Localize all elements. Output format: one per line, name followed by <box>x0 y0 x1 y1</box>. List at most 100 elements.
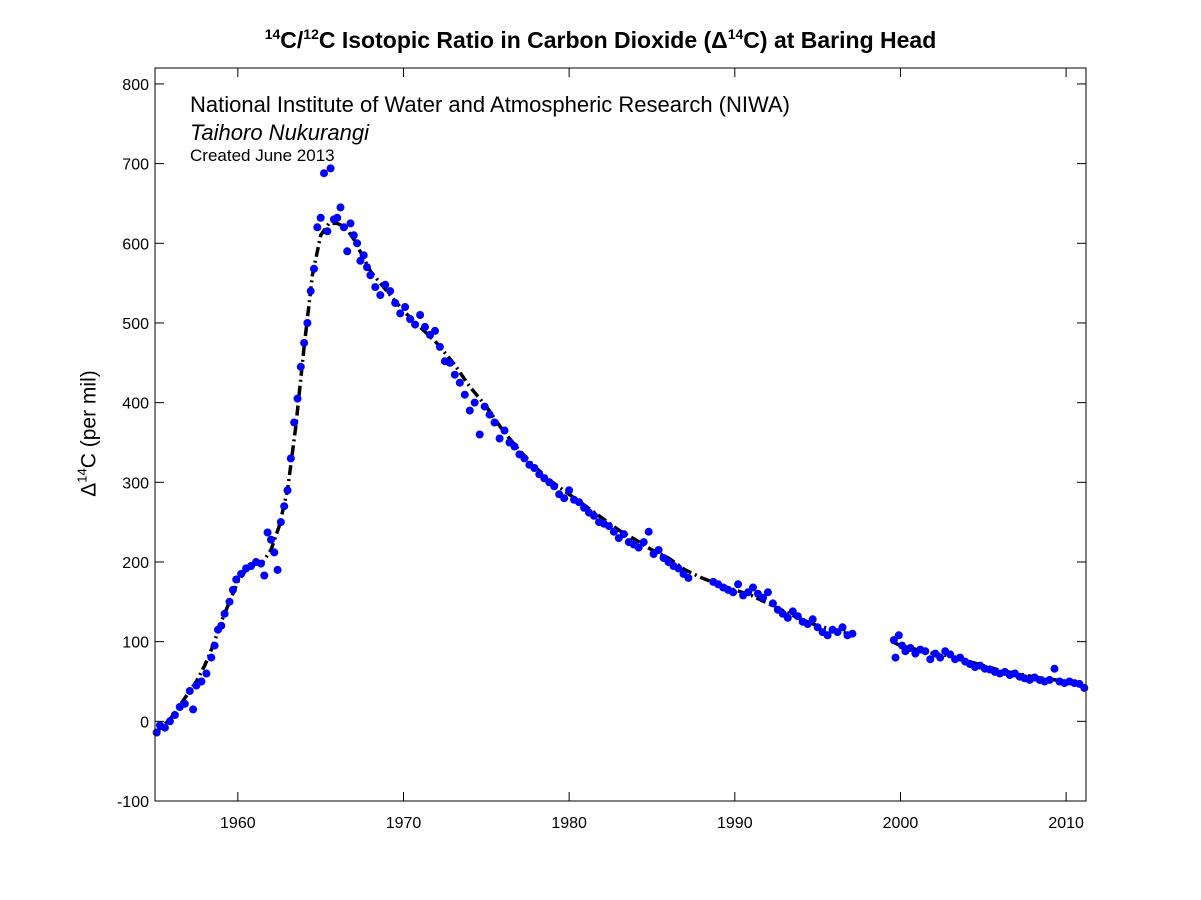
x-tick-label: 2000 <box>883 815 919 832</box>
data-point <box>306 287 315 296</box>
data-point <box>237 569 246 578</box>
data-point <box>280 502 289 511</box>
data-point <box>763 588 772 597</box>
ylabel-part: Δ <box>77 482 101 497</box>
data-point <box>371 283 380 292</box>
data-point <box>296 362 305 371</box>
data-point <box>339 223 348 232</box>
data-point <box>480 402 489 411</box>
fit-line <box>153 221 852 735</box>
data-point <box>460 390 469 399</box>
data-point <box>401 303 410 311</box>
data-point <box>823 631 832 640</box>
data-point <box>165 717 174 726</box>
data-point <box>270 548 279 557</box>
data-point <box>520 454 529 463</box>
data-point <box>889 636 898 645</box>
data-point <box>431 326 439 335</box>
data-point <box>470 398 479 407</box>
data-point <box>225 597 234 606</box>
data-point <box>744 588 753 597</box>
data-point <box>734 580 743 589</box>
data-point <box>530 464 539 472</box>
data-point <box>946 650 955 659</box>
data-point <box>565 486 574 495</box>
data-point <box>293 394 302 403</box>
data-point <box>346 219 355 228</box>
data-point <box>894 631 903 640</box>
data-point <box>396 309 405 318</box>
ylabel-part: C (per mil) <box>77 370 101 469</box>
data-point <box>353 239 362 248</box>
y-tick-label: 300 <box>122 475 149 492</box>
data-point <box>343 247 352 256</box>
data-point <box>510 442 519 451</box>
data-point <box>391 299 400 307</box>
data-point <box>386 287 395 296</box>
data-point <box>654 546 663 554</box>
y-tick-label: 500 <box>122 316 149 333</box>
annotation-maori-name: Taihoro Nukurangi <box>190 120 369 145</box>
y-tick-label: 400 <box>122 396 149 413</box>
data-point <box>550 482 559 491</box>
data-point <box>381 280 390 289</box>
title-part: 14 <box>727 26 744 42</box>
data-point <box>363 263 371 272</box>
y-tick-label: 600 <box>122 236 149 253</box>
data-point <box>333 213 342 222</box>
data-point <box>303 319 312 327</box>
data-point <box>580 503 589 512</box>
data-point <box>197 677 206 686</box>
data-point <box>490 418 499 427</box>
data-point <box>808 615 817 624</box>
y-tick-label: 0 <box>140 714 149 731</box>
data-point <box>180 699 189 708</box>
x-tick-label: 1970 <box>386 815 422 832</box>
data-point <box>813 623 822 632</box>
data-point <box>729 588 738 597</box>
data-point <box>202 669 211 678</box>
data-point <box>500 426 509 435</box>
y-axis-label: Δ14C (per mil) <box>75 334 102 534</box>
data-point <box>260 571 269 580</box>
title-part: 14 <box>264 26 281 42</box>
data-point <box>273 565 282 574</box>
title-part: C/ <box>280 27 304 53</box>
data-point <box>160 723 169 732</box>
data-point <box>232 575 241 584</box>
data-point <box>590 511 598 520</box>
data-point <box>359 251 368 260</box>
x-tick-label: 1960 <box>220 815 256 832</box>
data-point <box>639 538 648 547</box>
data-point <box>891 653 900 662</box>
data-point <box>1050 664 1059 673</box>
title-part: C) at Baring Head <box>743 27 937 53</box>
data-point <box>170 711 179 719</box>
data-point <box>316 213 325 222</box>
data-point <box>421 322 429 331</box>
data-point <box>349 231 358 240</box>
data-point <box>936 653 945 662</box>
data-point <box>926 655 935 664</box>
data-point <box>435 342 444 351</box>
data-point <box>152 728 161 737</box>
data-point <box>848 629 857 638</box>
data-point <box>286 454 295 463</box>
data-point <box>185 687 194 695</box>
data-point <box>906 644 915 652</box>
data-point <box>267 535 275 544</box>
data-point <box>326 164 335 173</box>
data-point <box>644 527 653 536</box>
data-point <box>320 169 328 178</box>
data-point <box>475 430 484 439</box>
data-point <box>207 653 216 662</box>
data-point <box>674 564 683 573</box>
data-point <box>575 498 584 507</box>
data-point <box>220 609 229 618</box>
data-point <box>604 522 613 531</box>
data-point <box>313 223 322 232</box>
y-tick-label: 800 <box>122 77 149 94</box>
data-point <box>833 628 842 637</box>
x-tick-label: 2010 <box>1048 815 1084 832</box>
